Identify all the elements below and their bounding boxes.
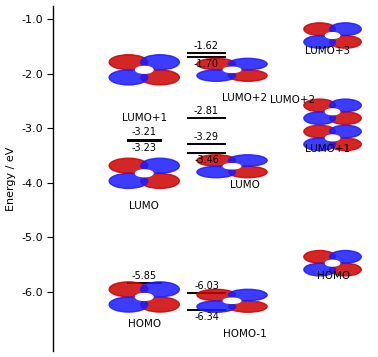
- Ellipse shape: [228, 166, 267, 178]
- Ellipse shape: [223, 298, 241, 303]
- Ellipse shape: [330, 99, 361, 112]
- Text: LUMO: LUMO: [230, 180, 260, 190]
- Ellipse shape: [223, 67, 241, 72]
- Ellipse shape: [109, 297, 148, 312]
- Ellipse shape: [197, 155, 235, 166]
- Ellipse shape: [109, 174, 148, 188]
- Ellipse shape: [330, 23, 361, 35]
- Ellipse shape: [325, 260, 340, 266]
- Ellipse shape: [304, 112, 335, 125]
- Ellipse shape: [228, 155, 267, 166]
- Ellipse shape: [228, 289, 267, 301]
- Text: LUMO+2: LUMO+2: [222, 93, 267, 103]
- Ellipse shape: [304, 251, 335, 263]
- Text: LUMO: LUMO: [129, 201, 159, 211]
- Ellipse shape: [330, 251, 361, 263]
- Ellipse shape: [135, 293, 153, 300]
- Ellipse shape: [330, 125, 361, 138]
- Ellipse shape: [228, 70, 267, 81]
- Ellipse shape: [304, 138, 335, 151]
- Ellipse shape: [228, 58, 267, 70]
- Ellipse shape: [330, 36, 361, 48]
- Ellipse shape: [325, 135, 340, 141]
- Ellipse shape: [304, 23, 335, 35]
- Text: HOMO-1: HOMO-1: [223, 328, 266, 338]
- Text: LUMO+2: LUMO+2: [270, 95, 315, 105]
- Text: HOMO: HOMO: [317, 271, 350, 281]
- Text: -3.29: -3.29: [194, 132, 219, 142]
- Text: -3.23: -3.23: [132, 143, 157, 153]
- Ellipse shape: [197, 70, 235, 81]
- Ellipse shape: [330, 138, 361, 151]
- Ellipse shape: [141, 282, 179, 297]
- Ellipse shape: [197, 301, 235, 312]
- Ellipse shape: [330, 263, 361, 276]
- Ellipse shape: [325, 109, 340, 115]
- Ellipse shape: [141, 70, 179, 85]
- Y-axis label: Energy / eV: Energy / eV: [6, 146, 15, 211]
- Text: -5.85: -5.85: [132, 271, 157, 281]
- Ellipse shape: [228, 301, 267, 312]
- Ellipse shape: [304, 263, 335, 276]
- Ellipse shape: [223, 164, 241, 169]
- Ellipse shape: [109, 282, 148, 297]
- Text: LUMO+1: LUMO+1: [305, 144, 350, 154]
- Ellipse shape: [141, 158, 179, 173]
- Ellipse shape: [109, 55, 148, 70]
- Text: -1.70: -1.70: [194, 60, 219, 70]
- Text: -3.46: -3.46: [194, 155, 219, 165]
- Ellipse shape: [325, 32, 340, 38]
- Ellipse shape: [141, 297, 179, 312]
- Text: LUMO+3: LUMO+3: [305, 46, 350, 56]
- Ellipse shape: [304, 125, 335, 138]
- Ellipse shape: [197, 58, 235, 70]
- Text: -2.81: -2.81: [194, 106, 219, 116]
- Text: HOMO: HOMO: [128, 319, 161, 329]
- Ellipse shape: [330, 112, 361, 125]
- Ellipse shape: [141, 55, 179, 70]
- Text: -6.34: -6.34: [194, 312, 219, 322]
- Text: -1.62: -1.62: [194, 41, 219, 51]
- Ellipse shape: [135, 170, 153, 177]
- Ellipse shape: [109, 158, 148, 173]
- Ellipse shape: [135, 66, 153, 73]
- Text: -3.21: -3.21: [132, 127, 157, 137]
- Ellipse shape: [197, 289, 235, 301]
- Ellipse shape: [304, 99, 335, 112]
- Ellipse shape: [109, 70, 148, 85]
- Ellipse shape: [197, 166, 235, 178]
- Ellipse shape: [141, 174, 179, 188]
- Text: LUMO+1: LUMO+1: [122, 114, 167, 124]
- Ellipse shape: [304, 36, 335, 48]
- Text: -6.03: -6.03: [194, 281, 219, 291]
